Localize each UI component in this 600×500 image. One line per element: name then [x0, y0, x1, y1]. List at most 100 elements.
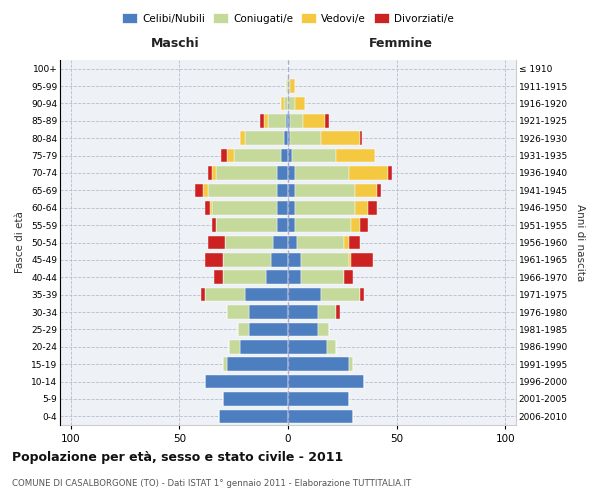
- Bar: [227, 149, 234, 162]
- Bar: [359, 288, 364, 302]
- Bar: [223, 392, 288, 406]
- Legend: Celibi/Nubili, Coniugati/e, Vedovi/e, Divorziati/e: Celibi/Nubili, Coniugati/e, Vedovi/e, Di…: [119, 10, 457, 26]
- Bar: [277, 184, 288, 197]
- Bar: [344, 270, 353, 284]
- Bar: [277, 201, 288, 214]
- Bar: [229, 340, 240, 353]
- Bar: [290, 80, 295, 93]
- Bar: [349, 253, 351, 266]
- Bar: [260, 114, 264, 128]
- Bar: [205, 288, 245, 302]
- Bar: [388, 166, 392, 180]
- Bar: [288, 375, 364, 388]
- Bar: [288, 132, 290, 145]
- Bar: [238, 322, 249, 336]
- Bar: [205, 375, 288, 388]
- Bar: [290, 132, 320, 145]
- Bar: [301, 270, 344, 284]
- Bar: [194, 184, 203, 197]
- Bar: [288, 392, 349, 406]
- Bar: [205, 201, 210, 214]
- Bar: [223, 358, 227, 371]
- Bar: [295, 96, 305, 110]
- Bar: [277, 218, 288, 232]
- Bar: [271, 253, 288, 266]
- Bar: [368, 201, 377, 214]
- Bar: [203, 184, 208, 197]
- Bar: [212, 218, 217, 232]
- Bar: [301, 253, 349, 266]
- Bar: [288, 410, 353, 423]
- Y-axis label: Anni di nascita: Anni di nascita: [575, 204, 584, 281]
- Bar: [359, 132, 362, 145]
- Bar: [288, 340, 327, 353]
- Bar: [349, 166, 388, 180]
- Bar: [225, 236, 273, 250]
- Bar: [234, 149, 281, 162]
- Bar: [288, 305, 319, 319]
- Bar: [277, 166, 288, 180]
- Bar: [240, 132, 245, 145]
- Bar: [284, 96, 288, 110]
- Bar: [349, 236, 359, 250]
- Bar: [240, 340, 288, 353]
- Bar: [351, 218, 359, 232]
- Y-axis label: Fasce di età: Fasce di età: [16, 212, 25, 274]
- Bar: [290, 114, 303, 128]
- Bar: [336, 149, 375, 162]
- Bar: [223, 270, 266, 284]
- Bar: [377, 184, 382, 197]
- Bar: [212, 201, 277, 214]
- Bar: [227, 305, 249, 319]
- Bar: [249, 305, 288, 319]
- Bar: [249, 322, 288, 336]
- Bar: [201, 288, 205, 302]
- Bar: [295, 184, 355, 197]
- Bar: [288, 80, 290, 93]
- Text: Popolazione per età, sesso e stato civile - 2011: Popolazione per età, sesso e stato civil…: [12, 451, 343, 464]
- Bar: [355, 201, 368, 214]
- Bar: [214, 270, 223, 284]
- Bar: [320, 288, 359, 302]
- Bar: [288, 149, 292, 162]
- Bar: [217, 218, 277, 232]
- Bar: [288, 270, 301, 284]
- Text: Femmine: Femmine: [369, 38, 433, 51]
- Bar: [319, 305, 336, 319]
- Bar: [264, 114, 268, 128]
- Bar: [221, 149, 227, 162]
- Bar: [288, 114, 290, 128]
- Bar: [288, 236, 296, 250]
- Bar: [288, 358, 349, 371]
- Bar: [288, 288, 320, 302]
- Bar: [245, 132, 284, 145]
- Bar: [218, 410, 288, 423]
- Bar: [284, 132, 288, 145]
- Bar: [266, 270, 288, 284]
- Bar: [288, 218, 295, 232]
- Bar: [286, 114, 288, 128]
- Bar: [217, 166, 277, 180]
- Bar: [292, 149, 336, 162]
- Bar: [227, 358, 288, 371]
- Bar: [208, 236, 225, 250]
- Bar: [288, 96, 295, 110]
- Bar: [351, 253, 373, 266]
- Bar: [295, 218, 351, 232]
- Bar: [212, 166, 217, 180]
- Bar: [208, 184, 277, 197]
- Bar: [349, 358, 353, 371]
- Bar: [288, 184, 295, 197]
- Bar: [288, 166, 295, 180]
- Bar: [288, 322, 319, 336]
- Bar: [281, 96, 284, 110]
- Text: Maschi: Maschi: [151, 38, 199, 51]
- Bar: [281, 149, 288, 162]
- Bar: [327, 340, 336, 353]
- Bar: [359, 218, 368, 232]
- Bar: [223, 253, 271, 266]
- Bar: [245, 288, 288, 302]
- Bar: [303, 114, 325, 128]
- Text: COMUNE DI CASALBORGONE (TO) - Dati ISTAT 1° gennaio 2011 - Elaborazione TUTTITAL: COMUNE DI CASALBORGONE (TO) - Dati ISTAT…: [12, 479, 411, 488]
- Bar: [319, 322, 329, 336]
